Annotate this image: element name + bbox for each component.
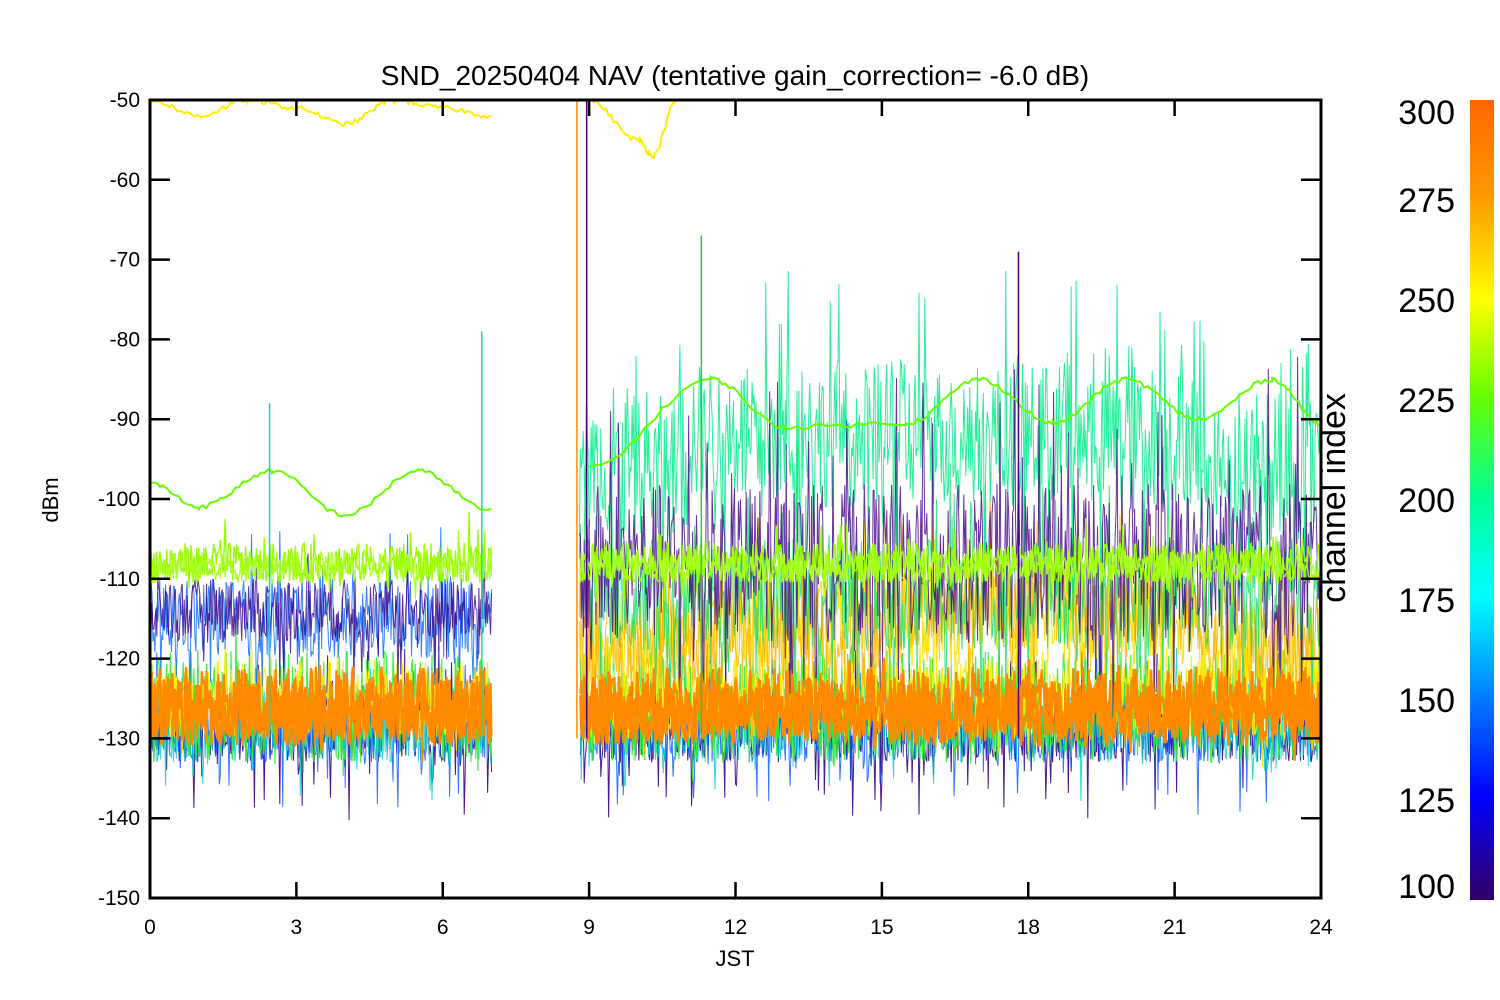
colorbar-tick-label: 300: [1398, 94, 1455, 132]
y-tick-label: -70: [110, 249, 140, 272]
y-axis: -50 -60 -70 -80 -90 -100 -110 -120 -130 -140 -150: [98, 89, 1321, 910]
series-line: [150, 375, 1321, 518]
colorbar: [1470, 100, 1494, 900]
colorbar-tick-label: 225: [1398, 382, 1455, 420]
colorbar-tick-label: 275: [1398, 182, 1455, 220]
y-tick-label: -100: [98, 488, 140, 511]
y-tick-label: -90: [110, 408, 140, 431]
colorbar-tick-label: 150: [1398, 682, 1455, 720]
trace-day-green-high: [578, 270, 1321, 595]
x-axis-title: JST: [715, 946, 754, 971]
colorbar-tick-label: 175: [1398, 582, 1455, 620]
y-tick-label: -140: [98, 807, 140, 830]
colorbar-title: channel index: [1315, 393, 1353, 603]
trace-mid-purple: [150, 548, 492, 702]
x-tick-label: 0: [144, 916, 156, 939]
y-tick-label: -110: [100, 568, 140, 591]
y-tick-label: -150: [98, 887, 140, 910]
y-axis-title: dBm: [38, 477, 63, 522]
x-tick-label: 12: [724, 916, 747, 939]
x-tick-label: 9: [583, 916, 595, 939]
colorbar-tick-label: 200: [1398, 482, 1455, 520]
y-tick-label: -80: [110, 328, 140, 351]
x-tick-label: 6: [437, 916, 449, 939]
trace-main-orange-2: [150, 664, 1321, 762]
y-tick-label: -130: [98, 727, 140, 750]
series-line: [150, 100, 678, 160]
plot-area: [150, 100, 1321, 821]
x-tick-label: 15: [870, 916, 893, 939]
y-tick-label: -120: [98, 648, 140, 671]
colorbar-ticks: 300 275 250 225 200 175 150 125 100: [1398, 94, 1455, 906]
trace-band-108b: [150, 530, 1321, 603]
y-tick-label: -60: [110, 169, 140, 192]
x-tick-label: 21: [1163, 916, 1186, 939]
y-tick-label: -50: [110, 89, 140, 112]
x-axis: 0 3 6 9 12 15 18 21 24: [144, 100, 1333, 939]
x-tick-label: 18: [1017, 916, 1040, 939]
colorbar-tick-label: 250: [1398, 282, 1455, 320]
x-tick-label: 24: [1309, 916, 1333, 939]
x-tick-label: 3: [291, 916, 303, 939]
colorbar-tick-label: 100: [1398, 868, 1455, 906]
colorbar-tick-label: 125: [1398, 782, 1455, 820]
chart-title: SND_20250404 NAV (tentative gain_correct…: [381, 60, 1089, 91]
